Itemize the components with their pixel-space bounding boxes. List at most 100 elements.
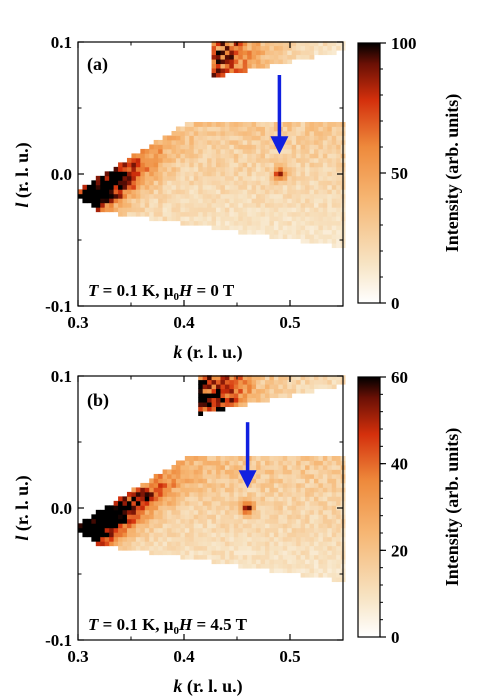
heatmap-cell — [331, 505, 337, 511]
heatmap-cell — [140, 202, 146, 208]
heatmap-cell — [140, 482, 146, 488]
heatmap-cell — [273, 464, 279, 470]
heatmap-cell — [198, 171, 204, 177]
heatmap-cell — [256, 189, 261, 195]
heatmap-cell — [153, 139, 159, 145]
heatmap-cell — [238, 393, 244, 399]
heatmap-cell — [180, 207, 186, 213]
heatmap-cell — [198, 545, 204, 551]
heatmap-cell — [131, 541, 137, 547]
heatmap-cell — [242, 121, 248, 127]
heatmap-cell — [207, 478, 212, 484]
heatmap-cell — [278, 464, 284, 470]
heatmap-cell — [247, 157, 253, 163]
heatmap-cell — [260, 500, 266, 506]
heatmap-cell — [251, 487, 257, 493]
heatmap-cell — [95, 536, 101, 542]
heatmap-cell — [216, 207, 221, 213]
heatmap-cell — [175, 202, 181, 208]
heatmap-cell — [269, 144, 275, 150]
heatmap-cell — [264, 397, 270, 403]
heatmap-cell — [171, 175, 177, 181]
heatmap-cell — [229, 509, 235, 515]
heatmap-cell — [305, 509, 310, 515]
heatmap-cell — [211, 464, 217, 470]
heatmap-cell — [264, 469, 270, 475]
heatmap-cell — [149, 482, 155, 488]
heatmap-cell — [296, 54, 301, 60]
heatmap-cell — [122, 536, 128, 542]
heatmap-cell — [247, 563, 253, 569]
heatmap-cell — [153, 491, 159, 497]
heatmap-cell — [273, 193, 279, 199]
heatmap-cell — [242, 388, 248, 394]
heatmap-cell — [198, 550, 204, 556]
heatmap-cell — [313, 171, 319, 177]
heatmap-cell — [291, 166, 297, 172]
heatmap-cell — [202, 216, 208, 222]
heatmap-cell — [153, 175, 159, 181]
heatmap-cell — [327, 211, 333, 217]
heatmap-cell — [322, 130, 328, 136]
heatmap-cell — [256, 455, 261, 461]
heatmap-cell — [260, 536, 266, 542]
heatmap-cell — [300, 509, 306, 515]
heatmap-cell — [251, 202, 257, 208]
heatmap-cell — [238, 559, 244, 565]
heatmap-cell — [198, 455, 204, 461]
heatmap-cell — [104, 541, 110, 547]
heatmap-cell — [327, 45, 333, 51]
heatmap-cell — [318, 455, 324, 461]
heatmap-cell — [256, 563, 261, 569]
heatmap-cell — [296, 527, 301, 533]
heatmap-cell — [207, 135, 212, 141]
heatmap-cell — [216, 45, 221, 51]
heatmap-cell — [238, 482, 244, 488]
heatmap-cell — [104, 171, 110, 177]
panel-label: (b) — [87, 390, 109, 411]
heatmap-cell — [113, 509, 119, 515]
heatmap-cell — [171, 478, 177, 484]
heatmap-cell — [198, 184, 204, 190]
heatmap-cell — [202, 211, 208, 217]
heatmap-cell — [162, 469, 168, 475]
heatmap-cell — [331, 166, 337, 172]
heatmap-cell — [216, 135, 221, 141]
heatmap-cell — [273, 229, 279, 235]
heatmap-cell — [318, 121, 324, 127]
heatmap-cell — [287, 514, 293, 520]
heatmap-cell — [291, 54, 297, 60]
heatmap-cell — [113, 541, 119, 547]
heatmap-cell — [229, 532, 235, 538]
heatmap-cell — [291, 211, 297, 217]
heatmap-cell — [211, 139, 217, 145]
heatmap-cell — [322, 505, 328, 511]
heatmap-cell — [100, 527, 106, 533]
heatmap-cell — [198, 207, 204, 213]
heatmap-cell — [282, 478, 288, 484]
heatmap-cell — [300, 234, 306, 240]
heatmap-cell — [242, 229, 248, 235]
heatmap-cell — [291, 157, 297, 163]
heatmap-cell — [300, 175, 306, 181]
heatmap-cell — [122, 523, 128, 529]
heatmap-cell — [322, 139, 328, 145]
heatmap-cell — [242, 523, 248, 529]
heatmap-cell — [193, 126, 199, 132]
heatmap-cell — [207, 406, 212, 412]
heatmap-cell — [327, 162, 333, 168]
heatmap-cells — [78, 375, 346, 583]
heatmap-cell — [327, 153, 333, 159]
heatmap-cell — [202, 550, 208, 556]
heatmap-cell — [264, 550, 270, 556]
heatmap-cell — [242, 550, 248, 556]
heatmap-cell — [322, 545, 328, 551]
heatmap-cell — [291, 144, 297, 150]
heatmap-cell — [291, 545, 297, 551]
heatmap-cell — [224, 402, 230, 408]
heatmap-cell — [273, 184, 279, 190]
heatmap-cell — [296, 184, 301, 190]
heatmap-cell — [336, 198, 342, 204]
heatmap-cell — [189, 139, 195, 145]
heatmap-cell — [331, 144, 337, 150]
